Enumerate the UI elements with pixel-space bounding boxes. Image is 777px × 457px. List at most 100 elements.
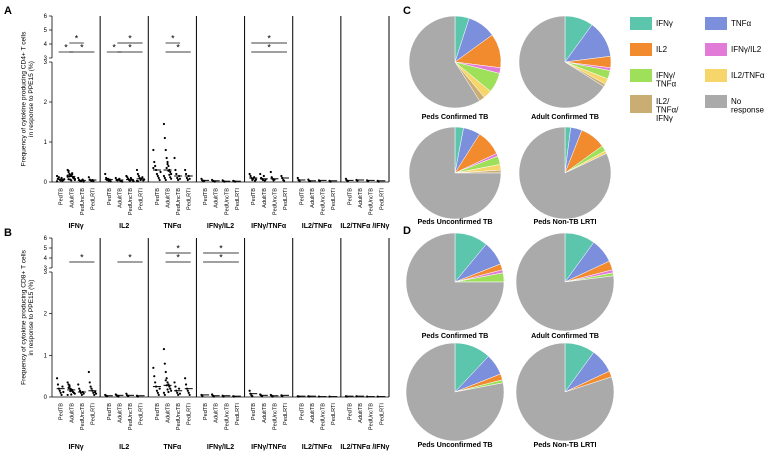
data-point	[174, 385, 177, 388]
y-tick-label: 3	[44, 56, 48, 62]
group-tick-label: PedTB	[203, 403, 209, 420]
group-tick-label: PedUncTB	[176, 403, 182, 430]
category-label: IFNγ/TNFα	[251, 444, 287, 451]
data-point	[175, 172, 178, 176]
data-point	[60, 393, 63, 397]
data-point	[137, 174, 140, 178]
data-point	[77, 176, 80, 180]
data-point	[154, 381, 157, 384]
group-tick-label: AdultTB	[310, 188, 316, 208]
data-point	[70, 393, 73, 396]
data-point	[55, 174, 59, 178]
pie-slice	[515, 232, 615, 332]
group-tick-label: PedTB	[348, 188, 354, 205]
group-tick-label: AdultTB	[358, 403, 364, 423]
data-point	[262, 174, 265, 178]
data-point	[57, 176, 60, 179]
group-tick-label: PedUncTB	[224, 188, 230, 215]
panel-label-a: A	[4, 5, 12, 17]
group-tick-label: PedLRTI	[235, 188, 241, 210]
pie-title: Peds Confirmed TB	[422, 112, 489, 121]
pie-panel-c: Peds Confirmed TB Adult Confirmed TB Peds …	[408, 15, 612, 226]
data-point	[55, 180, 59, 183]
significance-star: *	[112, 43, 116, 53]
legend-label: IFNγ/IL2	[731, 45, 762, 54]
legend-label-line: IL2/TNFα	[731, 71, 765, 80]
data-point	[73, 178, 76, 182]
data-point	[155, 389, 159, 392]
group-tick-label: PedLRTI	[187, 188, 193, 210]
data-point	[158, 178, 161, 182]
group-tick-label: AdultTB	[117, 188, 123, 208]
legend-swatch	[705, 17, 727, 30]
data-point	[298, 180, 301, 183]
data-point	[186, 389, 189, 392]
data-point	[164, 178, 167, 182]
data-point	[72, 177, 76, 180]
data-point	[88, 381, 91, 384]
y-tick-label: 5	[44, 28, 48, 34]
scatter-panel-a: Frequency of cytokine producing CD4+ T c…	[21, 14, 390, 230]
pie-slice	[408, 15, 480, 109]
data-point	[170, 389, 173, 392]
data-point	[163, 362, 166, 365]
data-point	[169, 170, 172, 174]
legend-swatch	[630, 43, 652, 56]
legend-swatch	[705, 95, 727, 108]
panel-label-b: B	[4, 227, 12, 239]
pie-title: Peds Confirmed TB	[422, 331, 489, 340]
data-point	[56, 383, 60, 386]
y-axis-label-line1: Frequency of cytokine producing CD4+ T c…	[21, 31, 28, 167]
data-point	[126, 176, 129, 179]
data-point	[67, 386, 70, 389]
y-tick-label: 3	[44, 266, 48, 272]
group-tick-label: AdultTB	[262, 188, 268, 208]
data-point	[168, 173, 171, 176]
y-axis-label-line2: in response to PPE15 (%)	[28, 61, 35, 137]
data-point	[168, 385, 171, 388]
group-tick-label: AdultTB	[166, 403, 172, 423]
pie-title: Peds Unconfirmed TB	[417, 440, 492, 449]
group-tick-label: PedLRTI	[90, 188, 96, 210]
data-point	[162, 391, 166, 394]
y-tick-label: 0	[44, 395, 48, 401]
legend-label-line: TNFα	[656, 79, 677, 88]
significance-star: *	[219, 253, 223, 263]
data-point	[67, 178, 70, 181]
group-tick-label: AdultTB	[310, 403, 316, 423]
data-point	[177, 387, 181, 390]
data-point	[280, 174, 283, 178]
data-point	[159, 170, 162, 174]
y-tick-label: 4	[44, 42, 48, 48]
data-point	[164, 148, 167, 152]
data-point	[187, 391, 190, 394]
significance-star: *	[171, 34, 175, 44]
data-point	[87, 370, 90, 374]
data-point	[248, 172, 251, 176]
data-point	[176, 176, 179, 180]
group-tick-label: PedLRTI	[331, 188, 337, 210]
data-point	[121, 180, 124, 183]
group-tick-label: PedLRTI	[139, 188, 145, 210]
data-point	[165, 156, 168, 160]
data-point	[78, 387, 81, 390]
data-point	[259, 172, 262, 176]
category-label: IFNγ/IL2	[207, 444, 234, 451]
pie-slice	[518, 126, 612, 220]
y-axis-label-line1: Frequency of cytokine producing CD8+ T c…	[21, 249, 28, 385]
group-tick-label: PedTB	[299, 403, 305, 420]
data-point	[60, 176, 63, 180]
pie-slice	[405, 232, 505, 332]
group-tick-label: PedLRTI	[139, 403, 145, 425]
data-point	[166, 160, 169, 164]
data-point	[155, 172, 159, 176]
legend-label-line: IL2	[656, 45, 668, 54]
data-point	[154, 164, 157, 168]
legend-swatch	[630, 17, 652, 30]
legend-label: IFNγ	[656, 19, 673, 28]
significance-star: *	[80, 43, 84, 53]
group-tick-label: PedUncTB	[369, 403, 375, 430]
legend-label: IL2	[656, 45, 668, 54]
legend-swatch	[705, 69, 727, 82]
